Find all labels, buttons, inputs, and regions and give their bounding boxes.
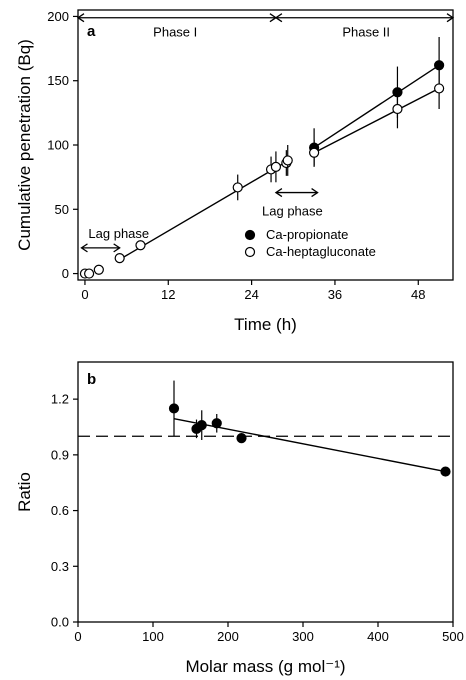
data-point-ca-heptagluconate [135, 240, 146, 251]
x-tick-label: 0 [81, 287, 88, 302]
y-tick-label: 0.3 [51, 559, 69, 574]
phase-i-label: Phase I [153, 25, 197, 40]
data-point [211, 418, 222, 429]
y-tick-label: 0.0 [51, 615, 69, 630]
phase-ii-label: Phase II [342, 25, 390, 40]
y-tick-label: 100 [47, 138, 69, 153]
fit-line [313, 87, 440, 154]
data-point-ca-heptagluconate [84, 268, 95, 279]
phase-arrow-1-head-left [76, 13, 85, 23]
x-tick-label: 12 [161, 287, 175, 302]
y-tick-label: 0 [62, 266, 69, 281]
y-axis-label: Cumulative penetration (Bq) [15, 39, 34, 251]
lag-arrow-2-head-right [311, 188, 319, 198]
data-point [440, 466, 451, 477]
data-point-ca-heptagluconate [114, 253, 125, 264]
fit-line [313, 64, 440, 149]
y-tick-label: 200 [47, 9, 69, 24]
lag-phase-label-2: Lag phase [262, 204, 323, 219]
data-point-ca-heptagluconate [270, 161, 282, 172]
legend-marker-ca-heptagluconate [244, 246, 256, 258]
x-tick-label: 100 [142, 629, 164, 644]
legend-label-ca-propionate: Ca-propionate [266, 227, 348, 242]
x-tick-label: 400 [367, 629, 389, 644]
x-tick-label: 36 [328, 287, 342, 302]
phase-arrow-2-head-left [274, 13, 283, 23]
x-tick-label: 500 [442, 629, 464, 644]
data-point-ca-heptagluconate [282, 155, 293, 166]
x-axis-label: Time (h) [234, 315, 297, 334]
panel-b: 0 100 200 300 400 500 0.0 0.3 0.6 0.9 1.2 Molar mas… [15, 361, 464, 676]
y-tick-label: 1.2 [51, 392, 69, 407]
data-point [196, 420, 207, 431]
lag-arrow-1-head-right [113, 243, 121, 253]
fit-line [119, 161, 287, 261]
data-point [168, 403, 180, 414]
data-point-ca-heptagluconate [434, 83, 445, 94]
phase-arrow-2-head-right [446, 13, 455, 23]
data-point-ca-heptagluconate [309, 147, 320, 158]
plot-frame [77, 361, 454, 623]
lag-phase-label-1: Lag phase [88, 226, 149, 241]
y-tick-label: 0.6 [51, 503, 69, 518]
y-tick-label: 150 [47, 73, 69, 88]
x-tick-label: 48 [411, 287, 425, 302]
panel-label: a [87, 23, 96, 40]
legend-marker-ca-propionate [244, 229, 256, 241]
panel-a: 0 12 24 36 48 0 50 100 150 200 Time (h) Cumulative … [15, 9, 455, 334]
legend-label-ca-heptagluconate: Ca-heptagluconate [266, 244, 376, 259]
x-tick-label: 24 [244, 287, 258, 302]
x-axis-label: Molar mass (g mol⁻¹) [185, 657, 345, 676]
x-tick-label: 300 [292, 629, 314, 644]
y-tick-label: 0.9 [51, 447, 69, 462]
lag-arrow-1-head-left [80, 243, 88, 253]
data-point-ca-heptagluconate [93, 264, 104, 275]
y-tick-label: 50 [55, 202, 69, 217]
y-axis-label: Ratio [15, 472, 34, 512]
data-point [236, 433, 247, 444]
x-tick-label: 200 [217, 629, 239, 644]
data-point-ca-heptagluconate [392, 103, 403, 115]
lag-arrow-2-head-left [274, 188, 283, 198]
x-tick-label: 0 [74, 629, 81, 644]
panel-label: b [87, 371, 96, 388]
data-point-ca-heptagluconate [232, 182, 243, 193]
